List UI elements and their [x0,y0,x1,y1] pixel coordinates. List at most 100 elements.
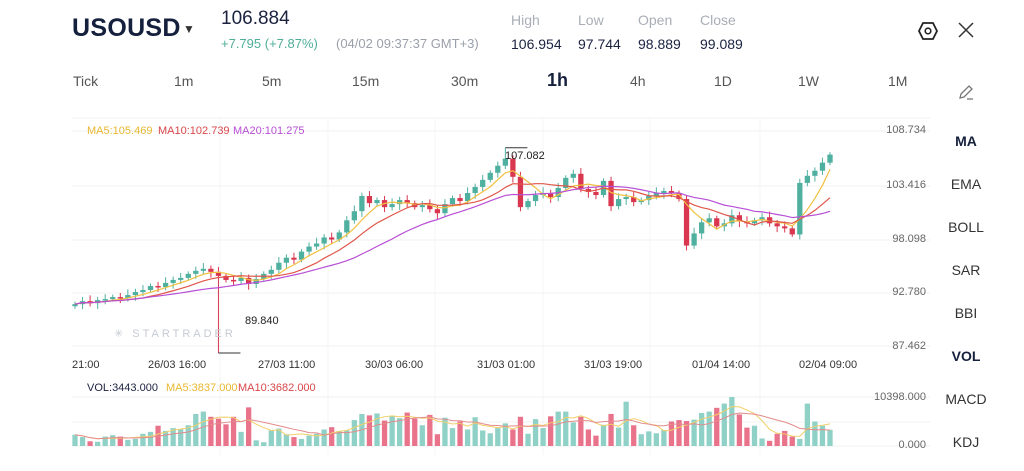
quote-timestamp: (04/02 09:37:37 GMT+3) [336,36,479,51]
indicator-sar[interactable]: SAR [951,262,981,278]
candle-body [510,158,516,177]
x-tick: 30/03 06:00 [365,359,424,371]
candle-body [238,277,244,281]
candle-body [208,268,214,272]
candle-body [532,195,539,202]
tab-1m[interactable]: 1m [174,73,194,89]
candle-body [132,292,139,296]
indicator-vol[interactable]: VOL [951,348,981,364]
volume-bar [517,416,524,446]
candle-body [608,180,614,207]
x-tick: 31/03 19:00 [584,359,643,371]
candle-body [276,262,282,270]
y-tick: 98.098 [892,233,926,245]
volume-bar [766,440,773,446]
tab-1h[interactable]: 1h [547,70,569,90]
candle-body [751,220,758,224]
volume-bar [744,427,750,446]
volume-bar [449,428,456,446]
close-icon[interactable] [956,20,976,45]
tab-tick[interactable]: Tick [73,73,99,89]
volume-bar [502,423,508,446]
volume-bar [661,429,667,446]
candle-body [623,197,629,200]
candle-body [336,232,342,240]
candle-body [495,165,501,173]
volume-bar [699,413,705,446]
tab-1w[interactable]: 1W [798,73,819,89]
volume-bar [200,411,206,446]
tab-30m[interactable]: 30m [451,73,479,89]
candle-body [578,173,584,189]
volume-bar [751,425,758,446]
candle-body [615,199,622,207]
volume-bar [736,414,743,446]
tab-15m[interactable]: 15m [352,73,380,89]
volume-bar [638,434,644,446]
volume-bar [79,437,86,446]
candle-body [766,217,773,224]
indicator-boll[interactable]: BOLL [948,219,984,235]
volume-bar [276,428,282,446]
candle-body [502,158,508,166]
indicator-ma[interactable]: MA [955,133,977,149]
candle-body [472,186,478,193]
indicator-bbi[interactable]: BBI [954,305,978,321]
candle-body [102,299,108,301]
candle-body [819,162,826,171]
symbol-selector[interactable]: USOUSD [72,14,181,42]
candle-body [548,192,554,198]
tab-1m-month[interactable]: 1M [888,73,908,89]
hexagon-settings-icon[interactable] [917,20,939,47]
volume-bar [812,421,818,446]
indicator-ema[interactable]: EMA [950,176,982,192]
volume-bar [774,433,780,446]
volume-bar [110,435,116,446]
candle-body [306,246,312,252]
volume-bar [147,431,154,446]
volume-bar [495,428,501,446]
tab-1d[interactable]: 1D [714,73,732,89]
caret-down-icon[interactable]: ▼ [183,22,195,36]
volume-bar [797,438,803,446]
volume-bar [759,438,765,446]
volume-bar [819,425,826,446]
volume-bar [170,428,176,446]
vol-ma5-line [74,406,831,440]
volume-bar [381,420,388,446]
pencil-icon[interactable] [957,84,975,107]
candle-body [789,228,795,235]
high-value: 106.954 [511,36,562,52]
candle-body [374,200,380,204]
ma10-line [74,183,831,305]
indicator-kdj[interactable]: KDJ [952,434,980,450]
candle-body [691,233,697,246]
x-tick: 27/03 11:00 [258,359,316,371]
close-label: Close [700,12,736,28]
volume-bar [336,430,342,446]
candle-body [200,268,206,271]
x-tick: 31/03 01:00 [477,359,536,371]
candle-body [434,209,441,214]
volume-bar [185,425,191,446]
candle-body [706,218,712,223]
tab-4h[interactable]: 4h [630,73,646,89]
indicator-macd[interactable]: MACD [945,391,987,407]
max-price-label: 107.082 [505,150,545,162]
price-change: +7.795 (+7.87%) [221,36,318,51]
volume-bar [389,416,395,446]
volume-bar [472,417,478,446]
volume-bar [600,424,607,446]
tab-5m[interactable]: 5m [262,73,282,89]
current-price: 106.884 [221,8,290,29]
candle-body [812,170,818,176]
candle-body [683,199,690,246]
candle-body [442,204,448,214]
candle-body [87,301,93,304]
volume-bar [623,401,629,446]
volume-bar [261,442,267,446]
volume-bar [162,430,169,446]
volume-bar [321,429,327,446]
candle-body [593,191,599,196]
